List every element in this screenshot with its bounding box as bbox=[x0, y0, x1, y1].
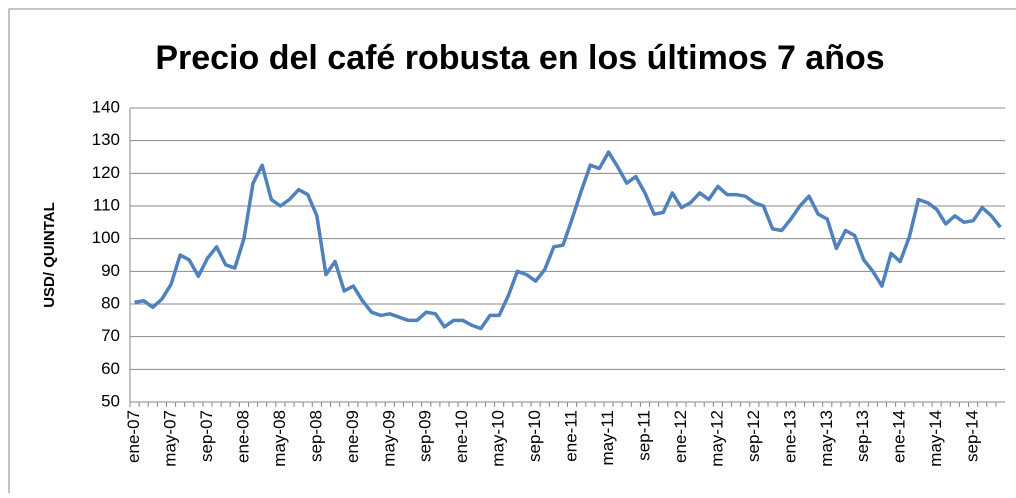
x-tick-label: ene-12 bbox=[671, 410, 690, 463]
x-tick-label: ene-07 bbox=[124, 410, 143, 463]
x-tick-label: ene-14 bbox=[890, 410, 909, 463]
x-tick-label: ene-08 bbox=[233, 410, 252, 463]
x-tick-label: ene-13 bbox=[780, 410, 799, 463]
x-tick-label: ene-11 bbox=[562, 410, 581, 462]
x-tick-label: sep-10 bbox=[525, 410, 544, 462]
line bbox=[134, 150, 1002, 331]
y-tick-label: 120 bbox=[92, 163, 120, 182]
x-tick-label: may-10 bbox=[489, 410, 508, 467]
x-tick-label: may-11 bbox=[598, 410, 617, 465]
x-tick-label: may-13 bbox=[817, 410, 836, 467]
x-tick-label: sep-09 bbox=[416, 410, 435, 462]
x-tick-label: may-08 bbox=[270, 410, 289, 467]
x-tick-label: ene-10 bbox=[452, 410, 471, 463]
y-tick-label: 90 bbox=[101, 261, 120, 280]
x-tick-label: sep-14 bbox=[963, 410, 982, 462]
y-tick-label: 130 bbox=[92, 130, 120, 149]
y-tick-label: 140 bbox=[92, 97, 120, 116]
y-tick-label: 100 bbox=[92, 228, 120, 247]
x-tick-label: ene-09 bbox=[343, 410, 362, 463]
x-tick-label: may-12 bbox=[707, 410, 726, 467]
x-tick-label: sep-08 bbox=[306, 410, 325, 462]
x-tick-label: sep-11 bbox=[634, 410, 653, 461]
x-tick-label: may-07 bbox=[161, 410, 180, 467]
x-tick-label: sep-13 bbox=[853, 410, 872, 462]
chart-border bbox=[8, 8, 1016, 498]
x-tick-label: may-09 bbox=[379, 410, 398, 467]
y-axis-label: USD/ QUINTAL bbox=[41, 202, 58, 308]
x-tick-label: may-14 bbox=[926, 410, 945, 467]
x-tick-label: sep-07 bbox=[197, 410, 216, 462]
y-tick-label: 60 bbox=[101, 359, 120, 378]
chart-title: Precio del café robusta en los últimos 7… bbox=[155, 39, 884, 77]
y-tick-label: 70 bbox=[101, 326, 120, 345]
y-tick-label: 50 bbox=[101, 391, 120, 410]
x-tick-label: sep-12 bbox=[744, 410, 763, 462]
y-tick-label: 110 bbox=[93, 195, 120, 214]
y-tick-label: 80 bbox=[101, 293, 120, 312]
